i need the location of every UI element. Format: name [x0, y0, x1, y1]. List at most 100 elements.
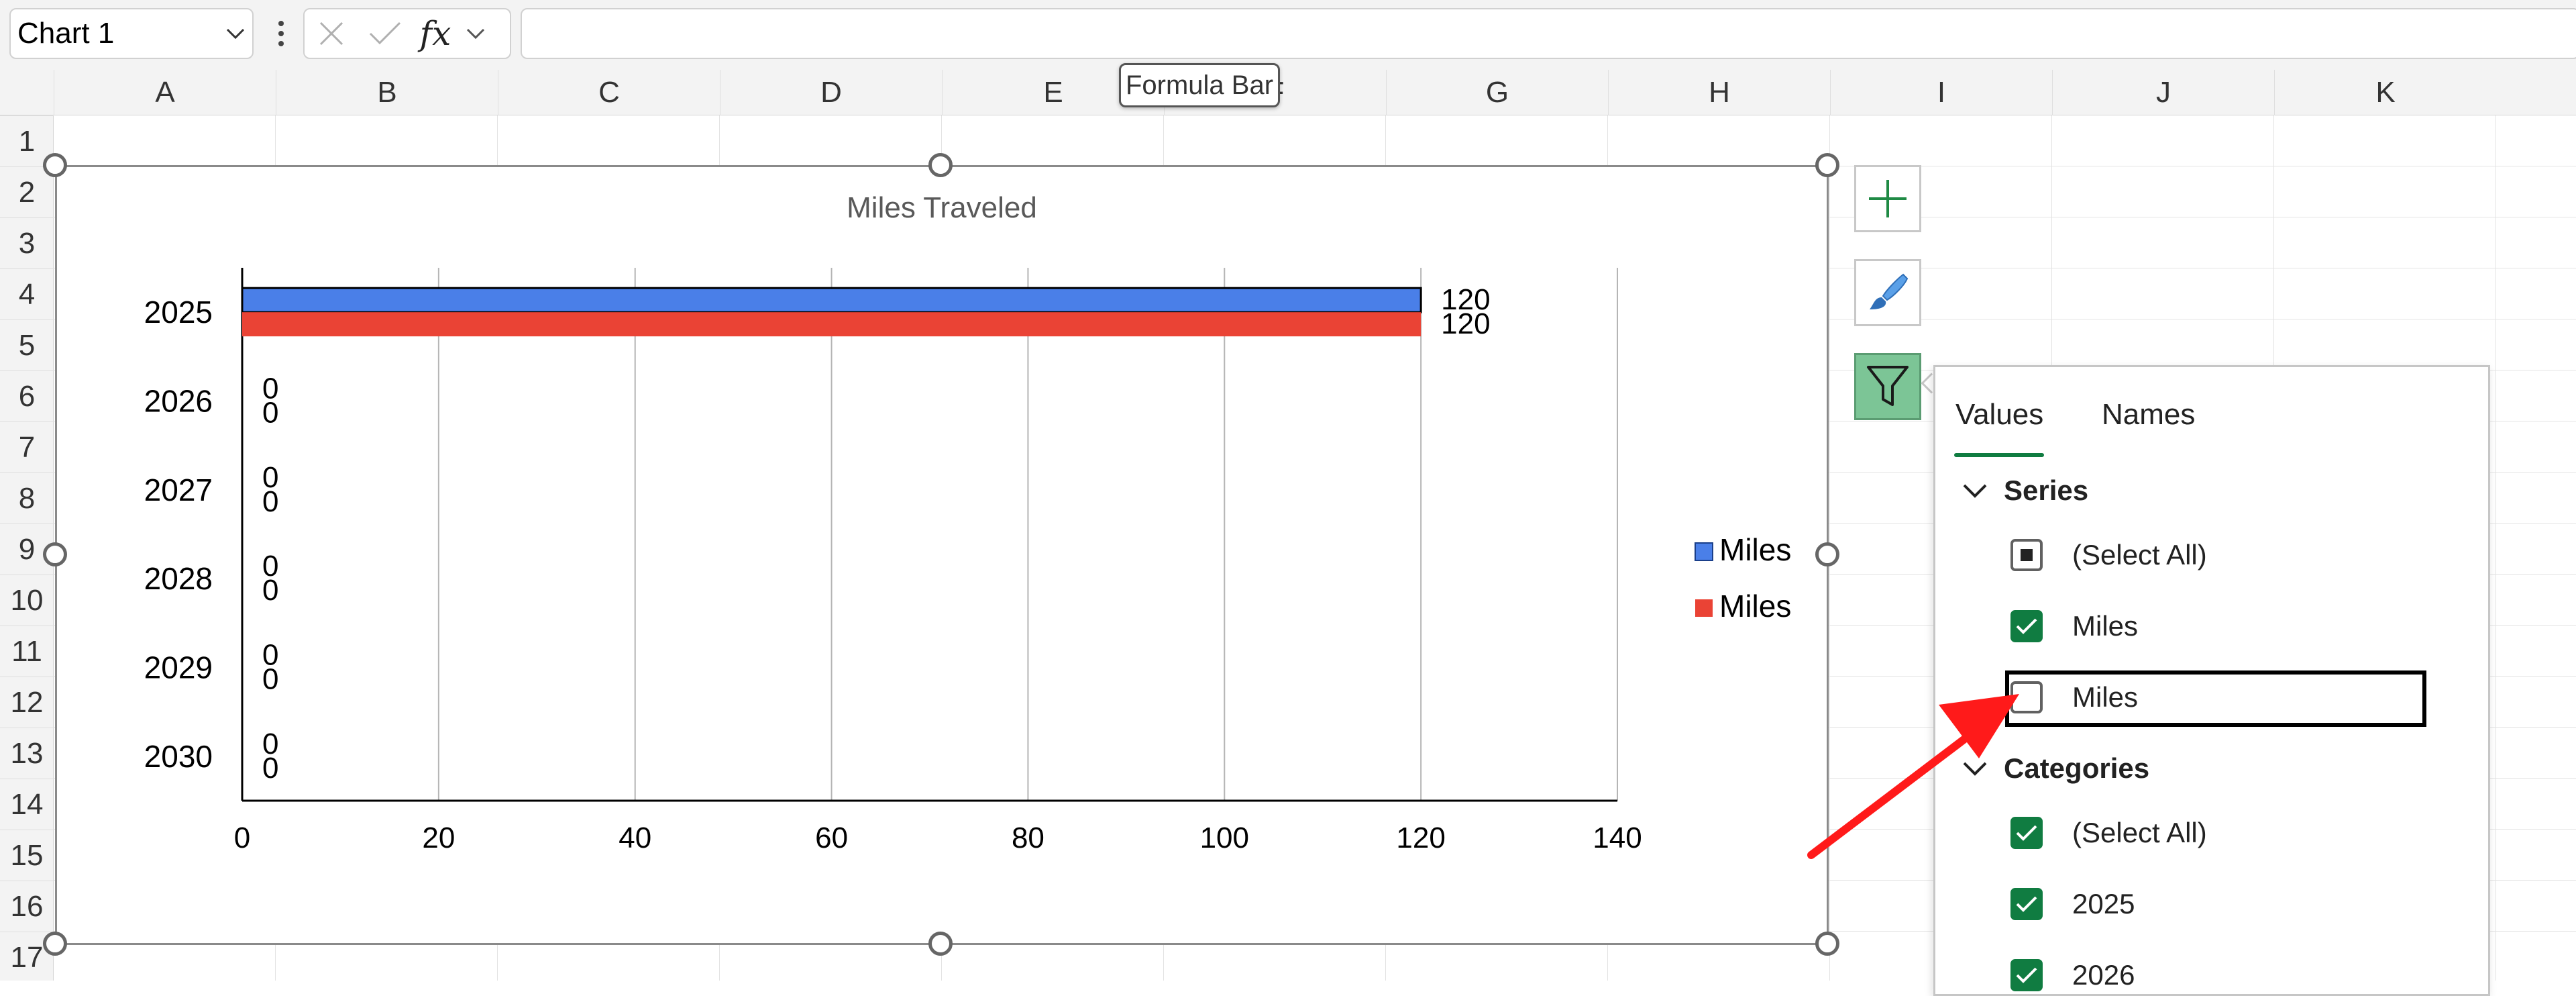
formula-input[interactable] — [521, 8, 2576, 59]
row-header-10[interactable]: 10 — [0, 575, 54, 626]
check-icon — [2016, 825, 2037, 841]
column-header-d[interactable]: D — [720, 70, 942, 115]
resize-handle-right[interactable] — [1815, 542, 1839, 566]
column-header-b[interactable]: B — [276, 70, 498, 115]
data-label: 0 — [262, 639, 278, 672]
chart-styles-button[interactable] — [1854, 259, 1921, 326]
x-tick-label: 0 — [234, 821, 250, 854]
row-header-11[interactable]: 11 — [0, 626, 54, 677]
row-header-4[interactable]: 4 — [0, 268, 54, 319]
category-label: 2028 — [144, 561, 213, 596]
series-item-label: Miles — [2072, 610, 2139, 642]
series-section-header[interactable]: Series — [1962, 475, 2088, 507]
category-item-label: 2025 — [2072, 888, 2135, 919]
data-label: 120 — [1441, 283, 1490, 316]
column-header-i[interactable]: I — [1830, 70, 2052, 115]
bar-2025-series-1 — [241, 287, 1422, 313]
paintbrush-icon — [1870, 273, 1909, 309]
row-header-14[interactable]: 14 — [0, 779, 54, 830]
chart-title[interactable]: Miles Traveled — [847, 191, 1037, 224]
legend-swatch — [1695, 542, 1713, 561]
resize-handle-bottom-left[interactable] — [43, 932, 67, 956]
data-label: 0 — [262, 663, 278, 696]
chart-filter-pane: Values Names Series (Select All) Miles M… — [1933, 365, 2490, 996]
row-header-16[interactable]: 16 — [0, 881, 54, 932]
resize-handle-top-right[interactable] — [1815, 153, 1839, 177]
category-item-select-all[interactable]: (Select All) — [2010, 813, 2207, 853]
chevron-down-icon — [1963, 762, 1987, 776]
checkbox-checked[interactable] — [2010, 817, 2043, 849]
category-label: 2030 — [144, 739, 213, 774]
tab-values[interactable]: Values — [1955, 398, 2044, 431]
resize-handle-bottom[interactable] — [928, 932, 953, 956]
row-header-9[interactable]: 9 — [0, 524, 54, 575]
name-box[interactable]: Chart 1 — [9, 8, 254, 59]
x-tick-label: 40 — [619, 821, 651, 854]
chart-elements-button[interactable] — [1854, 165, 1921, 232]
insert-function-icon[interactable]: fx — [419, 14, 451, 53]
column-header-e[interactable]: E — [942, 70, 1164, 115]
row-header-17[interactable]: 17 — [0, 932, 54, 983]
series-item-miles-1[interactable]: Miles — [2010, 606, 2138, 646]
x-tick-label: 20 — [422, 821, 455, 854]
x-tick-label: 140 — [1593, 821, 1642, 854]
row-header-6[interactable]: 6 — [0, 370, 54, 421]
check-icon — [2016, 967, 2037, 983]
series-item-select-all[interactable]: (Select All) — [2010, 535, 2207, 575]
column-header-a[interactable]: A — [54, 70, 276, 115]
column-header-c[interactable]: C — [498, 70, 720, 115]
resize-handle-top-left[interactable] — [43, 153, 67, 177]
row-header-15[interactable]: 15 — [0, 830, 54, 881]
row-header-3[interactable]: 3 — [0, 217, 54, 268]
legend-swatch — [1695, 599, 1713, 617]
resize-handle-bottom-right[interactable] — [1815, 932, 1839, 956]
chevron-down-icon[interactable] — [459, 27, 492, 40]
row-header-12[interactable]: 12 — [0, 677, 54, 728]
category-label: 2029 — [144, 650, 213, 685]
series-header-label: Series — [2004, 475, 2089, 506]
chart-filters-button[interactable] — [1854, 353, 1921, 420]
more-options-icon[interactable] — [271, 13, 291, 54]
checkbox-checked[interactable] — [2010, 959, 2043, 991]
formula-bar-row: Chart 1 fx — [0, 0, 2576, 70]
categories-section-header[interactable]: Categories — [1962, 752, 2149, 785]
resize-handle-top[interactable] — [928, 153, 953, 177]
check-icon — [2016, 896, 2037, 912]
row-header-7[interactable]: 7 — [0, 421, 54, 472]
column-header-g[interactable]: G — [1386, 70, 1608, 115]
x-tick-label: 120 — [1396, 821, 1445, 854]
x-tick-label: 100 — [1200, 821, 1249, 854]
series-item-label: Miles — [2072, 681, 2139, 713]
checkbox-mixed[interactable] — [2010, 539, 2043, 571]
data-label: 0 — [262, 372, 278, 405]
column-header-j[interactable]: J — [2052, 70, 2274, 115]
column-header-k[interactable]: K — [2274, 70, 2496, 115]
row-header-13[interactable]: 13 — [0, 728, 54, 779]
category-label: 2026 — [144, 384, 213, 419]
formula-bar-tooltip: Formula Bar — [1119, 63, 1280, 107]
checkbox-checked[interactable] — [2010, 888, 2043, 920]
enter-check-icon[interactable] — [358, 20, 412, 47]
data-label: 0 — [262, 485, 278, 518]
cancel-icon[interactable] — [305, 19, 358, 48]
category-label: 2025 — [144, 295, 213, 330]
focus-outline — [2005, 670, 2426, 727]
chart-object[interactable]: Miles Traveled 0 20 40 60 80 100 120 140 2025 120… — [55, 165, 1829, 945]
legend-entry: Miles — [1719, 589, 1791, 624]
data-label: 0 — [262, 461, 278, 494]
tab-names[interactable]: Names — [2102, 398, 2196, 431]
checkbox-checked[interactable] — [2010, 610, 2043, 642]
resize-handle-left[interactable] — [43, 542, 67, 566]
row-header-5[interactable]: 5 — [0, 319, 54, 370]
column-header-h[interactable]: H — [1608, 70, 1830, 115]
plus-icon — [1869, 180, 1907, 217]
check-icon — [2016, 618, 2037, 634]
data-label: 120 — [1441, 307, 1490, 340]
category-item-2026[interactable]: 2026 — [2010, 955, 2135, 995]
category-item-2025[interactable]: 2025 — [2010, 884, 2135, 924]
row-header-2[interactable]: 2 — [0, 166, 54, 217]
row-header-1[interactable]: 1 — [0, 115, 54, 166]
chevron-down-icon[interactable] — [219, 27, 252, 40]
row-header-8[interactable]: 8 — [0, 472, 54, 524]
